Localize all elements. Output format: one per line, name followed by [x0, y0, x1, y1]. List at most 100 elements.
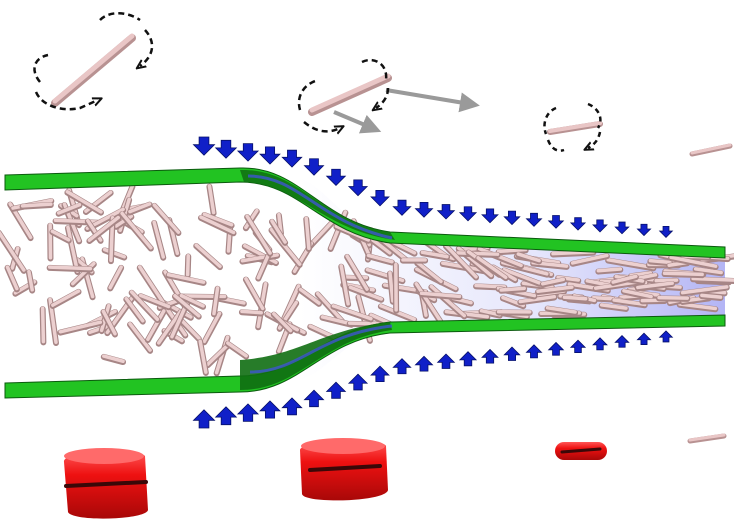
fiber-223: [19, 201, 54, 210]
force-arrow-up-15: [503, 346, 521, 361]
fiber-50: [193, 243, 223, 271]
force-arrow-down-2: [214, 139, 238, 159]
force-arrow-up-3: [236, 403, 260, 422]
fiber-207: [495, 309, 533, 316]
fiber-116: [501, 267, 543, 287]
force-arrow-up-10: [392, 358, 412, 375]
lower-channel-wall: [4, 314, 726, 399]
fiber-222: [610, 274, 639, 286]
force-arrow-down-8: [347, 179, 369, 197]
cross-section-cylinder-2: [300, 438, 388, 501]
rotating-fiber-3: [543, 102, 603, 152]
fiber-111: [49, 288, 82, 309]
fiber-88: [414, 260, 444, 286]
fiber-102: [0, 230, 27, 274]
fiber-229: [698, 293, 724, 301]
force-arrow-up-7: [325, 381, 347, 399]
fiber-218: [569, 253, 610, 267]
fiber-213: [561, 295, 589, 303]
fiber-193: [333, 224, 372, 244]
fiber-217: [128, 289, 161, 324]
fiber-112: [347, 285, 385, 303]
force-arrow-down-16: [525, 212, 543, 227]
fiber-163: [100, 309, 119, 338]
fiber-204: [144, 308, 167, 344]
fiber-cross-section-cylinders: [63, 433, 727, 519]
fiber-167: [455, 250, 501, 258]
fiber-141: [344, 253, 370, 293]
fiber-199: [413, 281, 444, 326]
fiber-138: [127, 321, 154, 354]
fiber-230: [330, 303, 374, 323]
fiber-220: [534, 284, 575, 296]
force-arrow-down-5: [281, 149, 303, 168]
fiber-144: [204, 343, 231, 369]
force-arrow-down-3: [236, 143, 260, 162]
fiber-178: [517, 294, 558, 306]
force-arrow-up-21: [636, 332, 652, 345]
force-arrow-down-9: [370, 190, 390, 207]
fiber-173: [690, 276, 734, 284]
fiber-125: [201, 212, 235, 229]
fiber-67: [64, 225, 81, 276]
fiber-83: [25, 269, 36, 294]
fiber-184: [475, 255, 509, 282]
force-arrow-up-20: [614, 334, 630, 348]
fiber-180: [46, 264, 94, 273]
fiber-79: [319, 314, 355, 328]
rotating-fiber-1: [33, 12, 154, 111]
fiber-201: [661, 271, 706, 279]
fiber-200: [171, 293, 202, 320]
fiber-189: [515, 251, 543, 265]
fiber-152: [620, 288, 655, 301]
force-arrow-down-20: [614, 221, 630, 235]
force-arrow-down-10: [392, 199, 412, 216]
force-arrow-up-5: [281, 397, 303, 416]
fiber-135: [197, 214, 237, 237]
force-arrow-down-14: [481, 208, 499, 224]
force-arrow-up-14: [481, 348, 499, 364]
force-arrow-down-18: [569, 217, 587, 231]
fiber-140: [297, 287, 322, 307]
force-arrow-down-13: [458, 206, 478, 222]
fiber-182: [419, 250, 450, 261]
force-arrow-up-22: [658, 330, 674, 343]
fiber-82: [206, 183, 217, 217]
fiber-134: [242, 276, 266, 313]
force-arrow-down-19: [592, 219, 608, 233]
force-arrow-down-4: [259, 146, 281, 165]
force-arrow-up-8: [347, 373, 369, 391]
fiber-100: [123, 296, 146, 325]
fiber-221: [224, 340, 250, 360]
force-arrow-up-4: [259, 400, 281, 419]
force-arrow-down-17: [547, 215, 565, 229]
fiber-190: [270, 311, 294, 335]
rotating-fiber-icons: [33, 12, 733, 157]
fiber-121: [338, 263, 352, 308]
force-arrow-up-12: [436, 353, 456, 369]
fiber-139: [57, 319, 104, 336]
fiber-16: [676, 301, 719, 313]
fiber-156: [107, 264, 125, 292]
fiber-105: [590, 295, 616, 303]
force-arrow-down-21: [636, 223, 652, 237]
fiber-227: [399, 257, 429, 264]
rotating-fiber-4: [689, 143, 733, 157]
force-arrow-down-7: [325, 168, 347, 186]
fiber-185: [668, 255, 719, 271]
fiber-165: [598, 302, 629, 312]
fiber-226: [55, 202, 83, 217]
fiber-195: [595, 266, 624, 275]
fiber-202: [539, 277, 567, 288]
fiber-129: [303, 216, 312, 253]
fiber-118: [692, 266, 725, 277]
fiber-224: [151, 220, 167, 261]
fiber-228: [119, 211, 154, 252]
force-arrow-up-9: [370, 365, 390, 382]
fiber-211: [544, 305, 579, 316]
force-arrow-down-6: [303, 158, 325, 176]
force-arrow-up-18: [569, 339, 587, 353]
force-arrow-up-19: [592, 337, 608, 351]
fiber-168: [442, 243, 480, 281]
